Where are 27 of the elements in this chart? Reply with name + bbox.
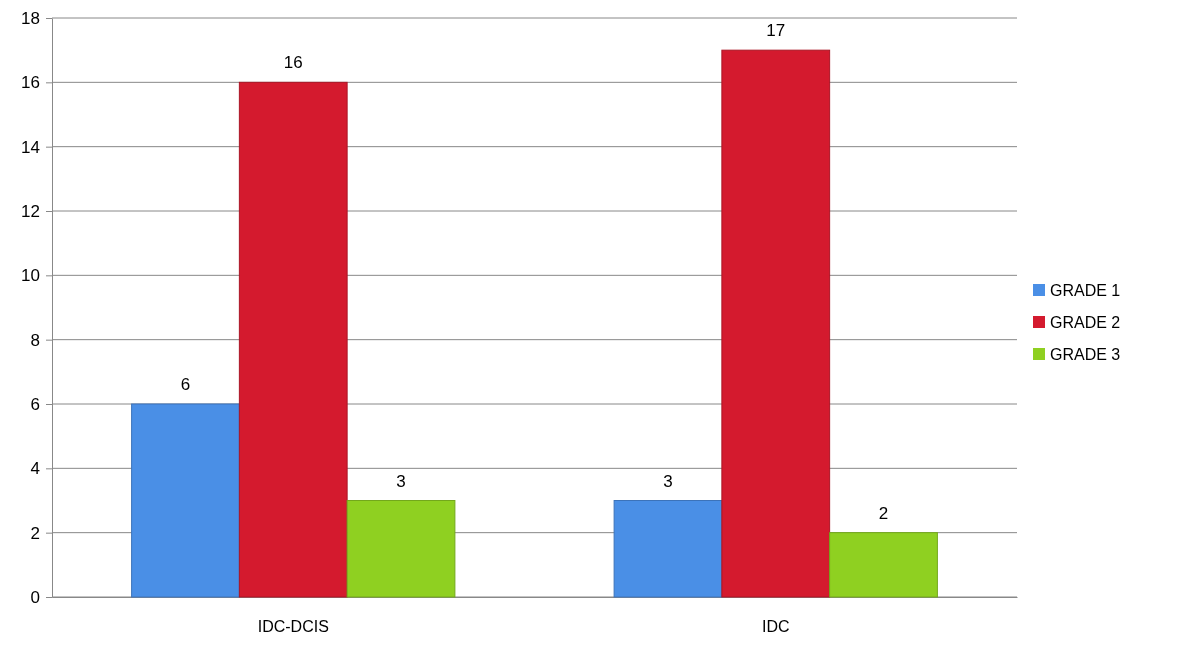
- y-tick-label: 16: [21, 73, 40, 93]
- y-tick-label: 12: [21, 201, 40, 221]
- data-label: 16: [283, 53, 303, 73]
- y-tick-label: 0: [30, 587, 40, 607]
- data-label: 3: [663, 471, 673, 491]
- bar: [131, 403, 240, 598]
- y-tick-label: 6: [30, 394, 40, 414]
- bar: [613, 500, 723, 598]
- legend-label: GRADE 1: [1050, 282, 1121, 299]
- y-tick-label: 14: [21, 137, 40, 157]
- y-tick-label: 18: [21, 8, 40, 28]
- legend-label: GRADE 3: [1050, 346, 1121, 363]
- y-tick-label: 2: [30, 523, 40, 543]
- y-tick-label: 10: [21, 266, 40, 286]
- data-label: 2: [878, 503, 889, 523]
- x-tick-label: IDC: [761, 617, 790, 635]
- y-tick-label: 8: [30, 330, 40, 350]
- y-tick-label: 4: [30, 459, 40, 479]
- data-label: 3: [396, 471, 406, 491]
- bar: [721, 49, 831, 598]
- bar: [346, 500, 456, 598]
- bar: [238, 81, 348, 598]
- bar: [829, 532, 938, 598]
- x-tick-label: IDC-DCIS: [257, 617, 329, 635]
- legend-label: GRADE 2: [1050, 314, 1121, 331]
- data-label: 6: [180, 375, 191, 394]
- data-label: 17: [766, 21, 786, 41]
